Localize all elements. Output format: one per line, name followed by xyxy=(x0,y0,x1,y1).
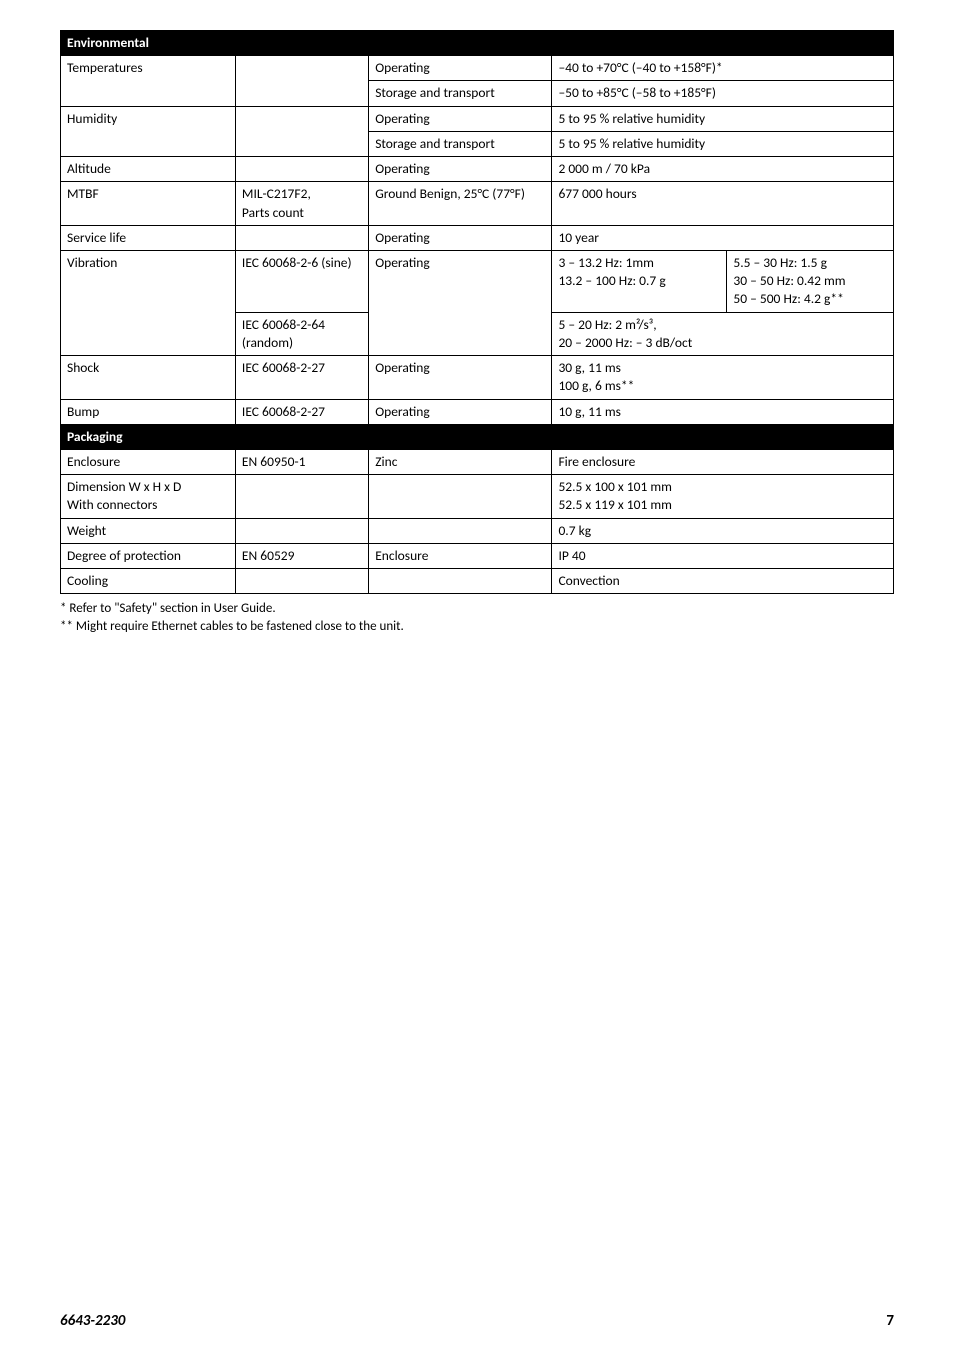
row-weight-val: 0.7 kg xyxy=(552,518,894,543)
row-humidity-st-label: Storage and transport xyxy=(369,131,552,156)
row-servicelife-cond: Operating xyxy=(369,225,552,250)
row-vibration-val1a: 3 – 13.2 Hz: 1mm13.2 – 100 Hz: 0.7 g xyxy=(552,250,727,312)
row-dimension-cond xyxy=(369,475,552,518)
row-mtbf-val: 677 000 hours xyxy=(552,182,894,225)
row-dimension-label: Dimension W x H x DWith connectors xyxy=(61,475,236,518)
row-humidity-op-val: 5 to 95 % relative humidity xyxy=(552,106,894,131)
footer-page-number: 7 xyxy=(886,1312,894,1330)
footnotes: * Refer to "Safety" section in User Guid… xyxy=(60,600,894,635)
row-temperatures-op-label: Operating xyxy=(369,56,552,81)
row-bump-cond: Operating xyxy=(369,399,552,424)
row-cooling-val: Convection xyxy=(552,569,894,594)
row-shock-label: Shock xyxy=(61,356,236,399)
row-temperatures-st-val: –50 to +85°C (–58 to +185°F) xyxy=(552,81,894,106)
row-shock-cond: Operating xyxy=(369,356,552,399)
row-dimension-std xyxy=(235,475,368,518)
row-weight-label: Weight xyxy=(61,518,236,543)
row-vibration-label: Vibration xyxy=(61,250,236,355)
page-footer: 6643-2230 7 xyxy=(60,1312,894,1330)
spec-table: Environmental Temperatures Operating –40… xyxy=(60,30,894,594)
row-cooling-label: Cooling xyxy=(61,569,236,594)
section-packaging: Packaging xyxy=(61,424,894,449)
row-altitude-cond: Operating xyxy=(369,157,552,182)
row-temperatures-st-label: Storage and transport xyxy=(369,81,552,106)
row-bump-label: Bump xyxy=(61,399,236,424)
row-enclosure-label: Enclosure xyxy=(61,449,236,474)
section-environmental: Environmental xyxy=(61,31,894,56)
row-protection-std: EN 60529 xyxy=(235,543,368,568)
row-protection-val: IP 40 xyxy=(552,543,894,568)
row-vibration-cond: Operating xyxy=(369,250,552,355)
row-cooling-cond xyxy=(369,569,552,594)
row-mtbf-std: MIL-C217F2,Parts count xyxy=(235,182,368,225)
row-weight-cond xyxy=(369,518,552,543)
row-humidity-st-val: 5 to 95 % relative humidity xyxy=(552,131,894,156)
row-vibration-val2: 5 – 20 Hz: 2 m²/s³,20 – 2000 Hz: – 3 dB/… xyxy=(552,312,894,355)
row-weight-std xyxy=(235,518,368,543)
row-humidity-op-label: Operating xyxy=(369,106,552,131)
row-shock-std: IEC 60068-2-27 xyxy=(235,356,368,399)
row-altitude-std xyxy=(235,157,368,182)
row-enclosure-std: EN 60950-1 xyxy=(235,449,368,474)
row-temperatures-label: Temperatures xyxy=(61,56,236,106)
row-vibration-val1b: 5.5 – 30 Hz: 1.5 g30 – 50 Hz: 0.42 mm50 … xyxy=(727,250,894,312)
row-humidity-label: Humidity xyxy=(61,106,236,156)
row-servicelife-label: Service life xyxy=(61,225,236,250)
row-enclosure-val: Fire enclosure xyxy=(552,449,894,474)
row-bump-std: IEC 60068-2-27 xyxy=(235,399,368,424)
footnote-1: * Refer to "Safety" section in User Guid… xyxy=(60,600,894,618)
row-temperatures-op-val: –40 to +70°C (–40 to +158°F)* xyxy=(552,56,894,81)
row-altitude-val: 2 000 m / 70 kPa xyxy=(552,157,894,182)
row-vibration-std1: IEC 60068-2-6 (sine) xyxy=(235,250,368,312)
row-cooling-std xyxy=(235,569,368,594)
row-humidity-std xyxy=(235,106,368,156)
row-enclosure-cond: Zinc xyxy=(369,449,552,474)
row-servicelife-std xyxy=(235,225,368,250)
row-mtbf-label: MTBF xyxy=(61,182,236,225)
row-protection-label: Degree of protection xyxy=(61,543,236,568)
row-temperatures-std xyxy=(235,56,368,106)
row-dimension-val: 52.5 x 100 x 101 mm52.5 x 119 x 101 mm xyxy=(552,475,894,518)
row-mtbf-cond: Ground Benign, 25°C (77°F) xyxy=(369,182,552,225)
row-servicelife-val: 10 year xyxy=(552,225,894,250)
row-vibration-std2: IEC 60068-2-64 (random) xyxy=(235,312,368,355)
row-bump-val: 10 g, 11 ms xyxy=(552,399,894,424)
footnote-2: ** Might require Ethernet cables to be f… xyxy=(60,618,894,636)
row-protection-cond: Enclosure xyxy=(369,543,552,568)
row-altitude-label: Altitude xyxy=(61,157,236,182)
footer-doc-number: 6643-2230 xyxy=(60,1312,125,1330)
row-shock-val: 30 g, 11 ms100 g, 6 ms** xyxy=(552,356,894,399)
